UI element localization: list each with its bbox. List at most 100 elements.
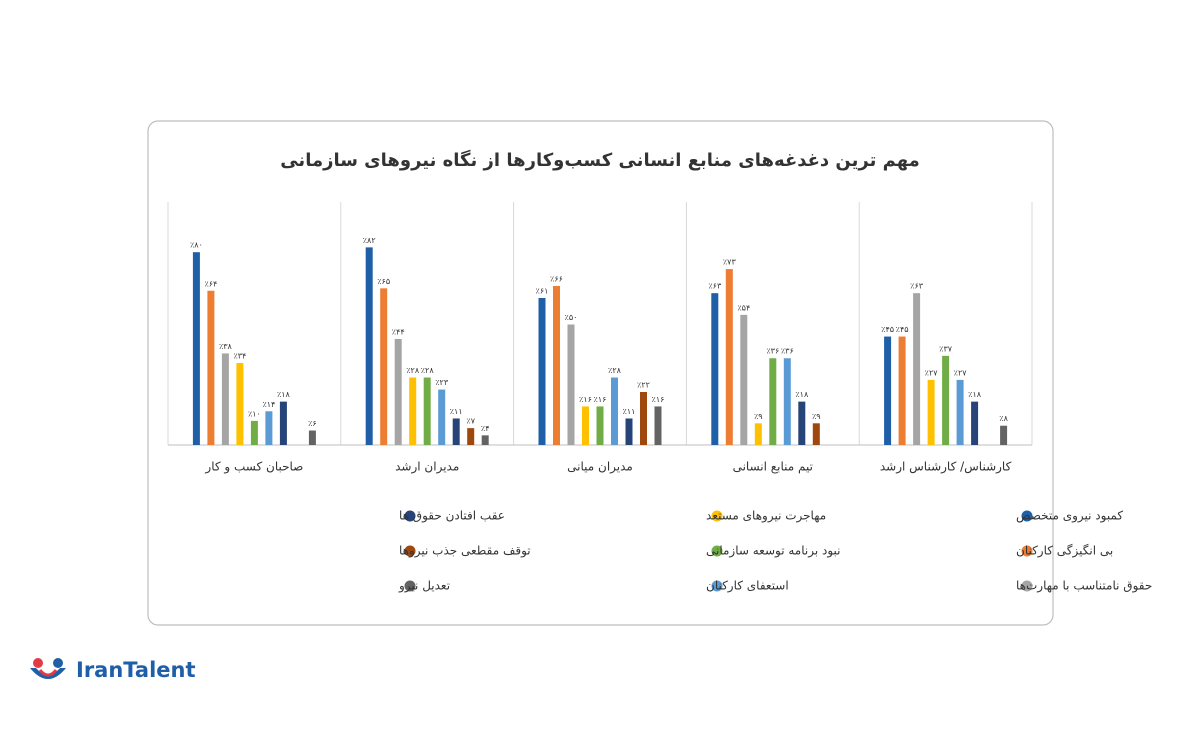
value-label: ٪۱۶ — [594, 395, 607, 404]
value-label: ٪۹ — [812, 412, 821, 421]
bar — [971, 401, 979, 445]
value-label: ٪۶۱ — [536, 286, 549, 295]
bar — [884, 336, 892, 445]
value-label: ٪۲۸ — [406, 366, 420, 375]
bar — [740, 314, 748, 445]
value-label: ٪۱۱ — [623, 407, 636, 416]
bar — [250, 420, 258, 445]
value-label: ٪۳۸ — [219, 342, 233, 351]
value-label: ٪۶۴ — [204, 279, 217, 288]
value-label: ٪۴ — [481, 424, 490, 433]
value-label: ٪۱۰ — [248, 409, 261, 418]
bar — [308, 430, 316, 445]
legend-label: تعدیل نیرو — [398, 579, 450, 594]
bar — [207, 290, 215, 445]
chart-title: مهم ترین دغدغه‌های منابع انسانی کسب‌وکار… — [280, 149, 920, 171]
bar — [467, 428, 475, 445]
bar — [611, 377, 618, 445]
value-label: ٪۴۵ — [896, 325, 909, 334]
value-label: ٪۸۰ — [190, 241, 203, 250]
bar — [625, 418, 633, 445]
legend-marker — [404, 510, 416, 522]
bar — [279, 401, 287, 445]
bar — [725, 269, 733, 445]
value-label: ٪۱۸ — [277, 390, 291, 399]
value-label: ٪۲۲ — [637, 380, 650, 389]
legend-label: نبود برنامه توسعه سازمانی — [706, 544, 841, 559]
value-label: ٪۴۴ — [392, 327, 405, 336]
value-label: ٪۳۷ — [939, 344, 953, 353]
value-label: ٪۲۷ — [925, 368, 939, 377]
x-tick-label: کارشناس/ کارشناس ارشد — [880, 460, 1012, 475]
value-label: ٪۷۳ — [723, 258, 737, 267]
bar — [798, 401, 806, 445]
bar — [956, 379, 964, 445]
legend-label: عقب افتادن حقوق ها — [399, 509, 505, 524]
legend-label: مهاجرت نیروهای مستعد — [706, 509, 826, 524]
bar — [380, 288, 388, 445]
bar — [236, 363, 244, 445]
bar — [942, 355, 950, 445]
bar — [538, 297, 546, 445]
bar — [221, 353, 229, 445]
legend-marker — [404, 545, 416, 557]
legend-marker — [1021, 510, 1033, 522]
bar — [365, 247, 373, 445]
legend-label: توقف مقطعی جذب نیروها — [399, 544, 531, 559]
value-label: ٪۶ — [308, 419, 317, 428]
value-label: ٪۱۱ — [450, 407, 463, 416]
bar — [582, 406, 589, 445]
value-label: ٪۶۳ — [910, 282, 924, 291]
legend-marker — [711, 510, 723, 522]
legend-marker — [1021, 580, 1033, 592]
bar — [394, 338, 402, 445]
x-tick-label: صاحبان کسب و کار — [204, 460, 303, 475]
legend-marker — [711, 580, 723, 592]
bar — [423, 377, 431, 445]
bar — [596, 406, 604, 445]
bar — [640, 391, 647, 445]
x-tick-label: تیم منابع انسانی — [733, 460, 813, 474]
value-label: ٪۶۳ — [708, 282, 722, 291]
value-label: ٪۳۶ — [766, 347, 779, 356]
value-label: ٪۸ — [999, 414, 1008, 423]
x-tick-label: مدیران ارشد — [395, 460, 459, 475]
logo-icon — [30, 658, 66, 679]
legend-label: کمبود نیروی متخصص — [1016, 509, 1123, 524]
value-label: ٪۲۷ — [954, 368, 968, 377]
legend-marker — [404, 580, 416, 592]
bar — [567, 324, 575, 445]
bar — [654, 406, 662, 445]
bar — [1000, 425, 1008, 445]
card — [147, 120, 1054, 626]
value-label: ٪۸۲ — [363, 236, 376, 245]
value-label: ٪۲۳ — [435, 378, 449, 387]
value-label: ٪۹ — [754, 412, 763, 421]
value-label: ٪۴۵ — [881, 325, 894, 334]
bar — [711, 293, 719, 445]
value-label: ٪۵۰ — [565, 313, 578, 322]
bar — [913, 293, 921, 445]
legend-marker — [1021, 545, 1033, 557]
x-tick-label: مدیران میانی — [567, 460, 633, 475]
legend-label: بی انگیزگی کارکنان — [1016, 544, 1113, 559]
value-label: ٪۷ — [466, 417, 475, 426]
value-label: ٪۲۸ — [608, 366, 622, 375]
value-label: ٪۳۴ — [233, 352, 246, 361]
value-label: ٪۱۶ — [652, 395, 665, 404]
bar — [409, 377, 417, 445]
value-label: ٪۱۸ — [795, 390, 809, 399]
legend-marker — [711, 545, 723, 557]
legend-label: حقوق نامتناسب با مهارت‌ها — [1016, 579, 1152, 594]
logo-text: IranTalent — [76, 658, 196, 682]
legend-label: استعفای کارکنان — [706, 579, 789, 594]
value-label: ٪۱۴ — [262, 400, 275, 409]
value-label: ٪۵۴ — [737, 303, 750, 312]
bar — [927, 379, 935, 445]
bar — [192, 252, 200, 445]
bar — [481, 435, 489, 445]
bar — [898, 336, 906, 445]
value-label: ٪۱۶ — [579, 395, 592, 404]
value-label: ٪۶۶ — [550, 274, 563, 283]
